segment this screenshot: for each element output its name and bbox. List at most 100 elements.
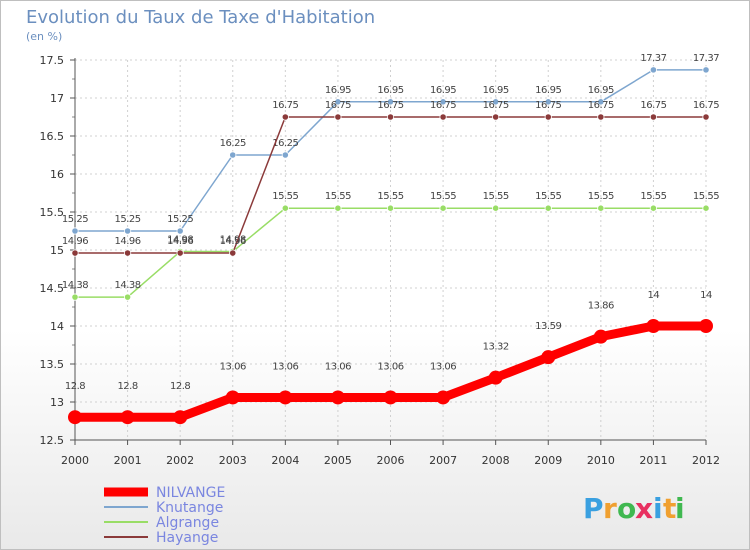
chart-subtitle: (en %) bbox=[26, 30, 62, 43]
data-label-algrange: 15.55 bbox=[483, 191, 509, 202]
data-point-nilvange bbox=[173, 410, 188, 425]
data-point-algrange bbox=[544, 204, 552, 212]
x-tick-label: 2006 bbox=[377, 454, 405, 467]
data-label-hayange: 16.75 bbox=[272, 100, 298, 111]
data-point-knutange bbox=[334, 98, 342, 106]
data-point-algrange bbox=[386, 204, 395, 212]
data-label-hayange: 16.75 bbox=[535, 100, 561, 111]
data-point-hayange bbox=[492, 113, 500, 121]
data-point-knutange bbox=[123, 227, 132, 235]
data-point-hayange bbox=[649, 113, 658, 121]
data-point-hayange bbox=[439, 113, 447, 121]
data-point-hayange bbox=[229, 249, 237, 257]
legend-label-hayange: Hayange bbox=[156, 530, 218, 546]
data-point-hayange bbox=[597, 113, 605, 121]
data-label-nilvange: 13.06 bbox=[430, 361, 456, 372]
series-knutange: 15.25 15.25 15.25 16.25 16.25 16.95 16.95 16.95… bbox=[62, 53, 720, 235]
logo-letter: t bbox=[663, 492, 676, 525]
x-tick-label: 2010 bbox=[587, 454, 615, 467]
data-label-knutange: 16.95 bbox=[325, 85, 351, 96]
data-label-hayange: 16.75 bbox=[693, 100, 719, 111]
data-point-algrange bbox=[281, 204, 289, 212]
logo-letter: i bbox=[675, 492, 685, 525]
data-point-hayange bbox=[334, 113, 342, 121]
data-point-knutange bbox=[702, 66, 710, 74]
y-tick-label: 15.5 bbox=[40, 206, 65, 219]
data-point-algrange bbox=[123, 293, 132, 301]
data-point-nilvange bbox=[278, 390, 293, 405]
y-tick-label: 14 bbox=[50, 320, 64, 333]
data-point-nilvange bbox=[488, 370, 503, 385]
data-label-hayange: 14.96 bbox=[167, 236, 193, 247]
data-point-hayange bbox=[176, 249, 184, 257]
y-tick-label: 12.5 bbox=[40, 434, 65, 447]
data-point-nilvange bbox=[225, 390, 240, 405]
data-label-knutange: 16.95 bbox=[483, 85, 509, 96]
data-point-nilvange bbox=[646, 319, 661, 333]
x-tick-label: 2011 bbox=[639, 454, 667, 467]
logo-letter: o bbox=[617, 492, 636, 525]
data-point-nilvange bbox=[593, 329, 608, 344]
y-tick-label: 16 bbox=[50, 168, 64, 181]
y-tick-label: 15 bbox=[50, 244, 64, 257]
data-label-algrange: 15.55 bbox=[377, 191, 403, 202]
data-label-algrange: 14.38 bbox=[115, 280, 141, 291]
x-tick-label: 2007 bbox=[429, 454, 457, 467]
data-point-hayange bbox=[71, 249, 79, 257]
series-group: 15.25 15.25 15.25 16.25 16.25 16.95 16.95 16.95… bbox=[62, 53, 720, 425]
y-tick-label: 17 bbox=[50, 92, 64, 105]
data-label-algrange: 14.38 bbox=[62, 280, 88, 291]
x-tick-label: 2012 bbox=[692, 454, 720, 467]
data-label-algrange: 15.55 bbox=[272, 191, 298, 202]
x-tick-label: 2009 bbox=[534, 454, 562, 467]
data-point-algrange bbox=[649, 204, 658, 212]
legend-label-nilvange: NILVANGE bbox=[156, 485, 225, 501]
x-tick-label: 2005 bbox=[324, 454, 352, 467]
data-label-knutange: 16.95 bbox=[588, 85, 614, 96]
chart-title: Evolution du Taux de Taxe d'Habitation bbox=[26, 7, 375, 28]
data-label-nilvange: 12.8 bbox=[117, 381, 137, 392]
data-label-knutange: 16.95 bbox=[430, 85, 456, 96]
logo-letter: P bbox=[583, 492, 604, 525]
data-label-hayange: 16.75 bbox=[588, 100, 614, 111]
legend-label-knutange: Knutange bbox=[156, 500, 223, 516]
data-point-algrange bbox=[492, 204, 500, 212]
data-label-knutange: 15.25 bbox=[167, 214, 193, 225]
x-tick-label: 2004 bbox=[271, 454, 299, 467]
data-point-knutange bbox=[176, 227, 184, 235]
data-label-algrange: 14.98 bbox=[167, 235, 193, 246]
data-label-hayange: 16.75 bbox=[325, 100, 351, 111]
data-label-hayange: 14.96 bbox=[62, 236, 88, 247]
data-label-knutange: 17.37 bbox=[693, 53, 719, 64]
data-point-nilvange bbox=[68, 410, 82, 425]
data-label-knutange: 16.25 bbox=[220, 138, 246, 149]
data-point-nilvange bbox=[120, 410, 135, 425]
data-label-nilvange: 12.8 bbox=[65, 381, 85, 392]
data-label-nilvange: 13.06 bbox=[220, 361, 246, 372]
data-label-nilvange: 13.06 bbox=[272, 361, 298, 372]
data-label-nilvange: 12.8 bbox=[170, 381, 190, 392]
data-point-knutange bbox=[544, 98, 552, 106]
data-label-algrange: 15.55 bbox=[640, 191, 666, 202]
data-label-algrange: 15.55 bbox=[325, 191, 351, 202]
data-point-nilvange bbox=[383, 390, 398, 405]
data-label-nilvange: 13.86 bbox=[588, 301, 614, 312]
data-point-hayange bbox=[702, 113, 710, 121]
data-label-algrange: 14.98 bbox=[220, 235, 246, 246]
data-point-algrange bbox=[334, 204, 342, 212]
series-hayange: 14.96 14.96 14.96 14.96 16.75 16.75 16.75 16.75… bbox=[62, 100, 720, 257]
x-tick-label: 2001 bbox=[114, 454, 142, 467]
data-label-nilvange: 14 bbox=[700, 290, 712, 301]
y-tick-label: 13 bbox=[50, 396, 64, 409]
data-point-algrange bbox=[702, 204, 710, 212]
data-point-knutange bbox=[439, 98, 447, 106]
data-label-algrange: 15.55 bbox=[588, 191, 614, 202]
data-label-algrange: 15.55 bbox=[430, 191, 456, 202]
data-label-hayange: 14.96 bbox=[115, 236, 141, 247]
data-label-knutange: 16.25 bbox=[272, 138, 298, 149]
data-point-knutange bbox=[386, 98, 395, 106]
data-label-hayange: 16.75 bbox=[430, 100, 456, 111]
data-point-nilvange bbox=[330, 390, 345, 405]
data-label-knutange: 15.25 bbox=[62, 214, 88, 225]
